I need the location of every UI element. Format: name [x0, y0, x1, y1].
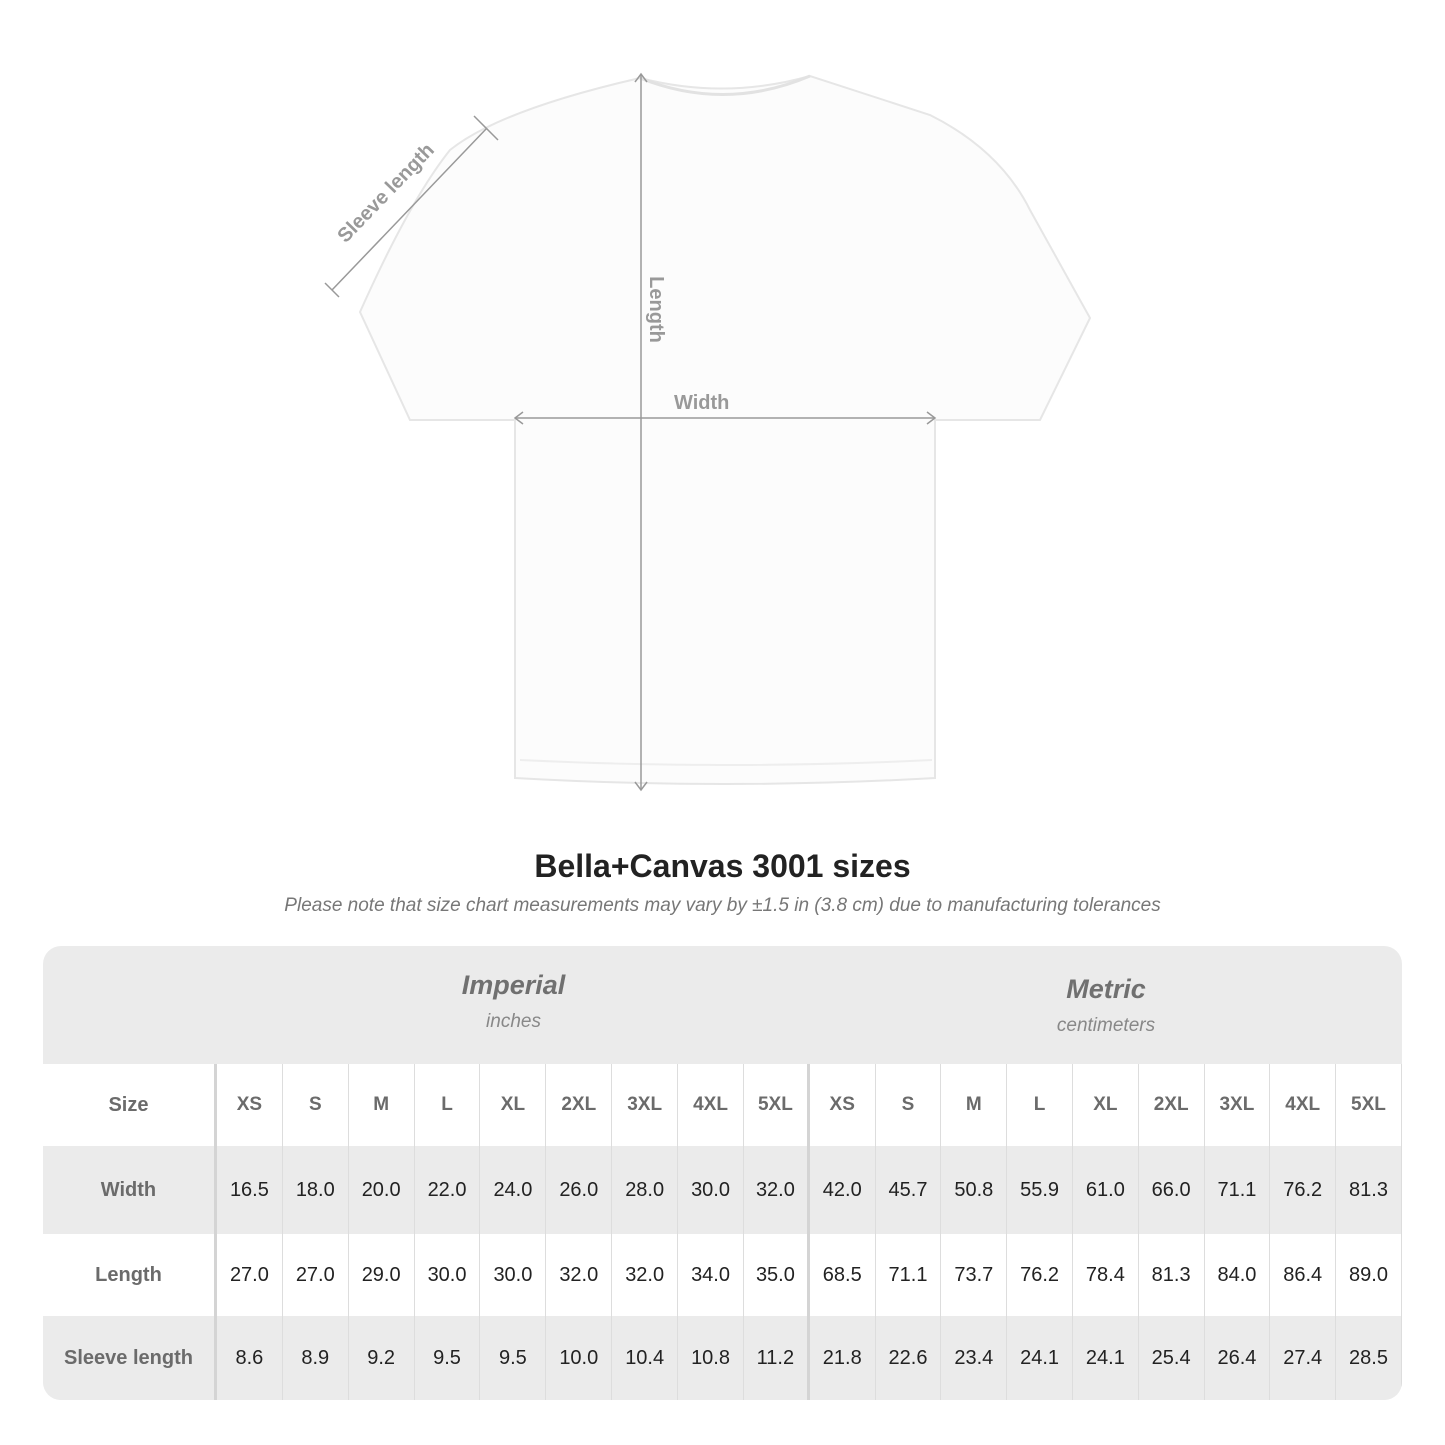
- tshirt-shape: [358, 74, 1092, 785]
- metric-value-5xl: 89.0: [1336, 1234, 1402, 1316]
- imperial-value-l: 9.5: [415, 1316, 481, 1400]
- metric-value-s: 22.6: [876, 1316, 942, 1400]
- imperial-size-5xl: 5XL: [744, 1064, 810, 1146]
- tshirt-diagram: [324, 72, 1092, 792]
- imperial-value-3xl: 28.0: [612, 1146, 679, 1234]
- tolerance-note: Please note that size chart measurements…: [284, 895, 1161, 916]
- imperial-size-4xl: 4XL: [678, 1064, 744, 1146]
- metric-size-xs: XS: [810, 1064, 876, 1146]
- metric-value-xs: 21.8: [810, 1316, 876, 1400]
- metric-value-5xl: 28.5: [1336, 1316, 1402, 1400]
- imperial-size-xl: XL: [480, 1064, 547, 1146]
- metric-value-xl: 24.1: [1073, 1316, 1139, 1400]
- imperial-value-xl: 30.0: [480, 1234, 547, 1316]
- metric-size-m: M: [941, 1064, 1008, 1146]
- chart-title: Bella+Canvas 3001 sizes: [534, 848, 911, 884]
- imperial-value-3xl: 10.4: [612, 1316, 679, 1400]
- metric-size-4xl: 4XL: [1270, 1064, 1337, 1146]
- imperial-size-m: M: [349, 1064, 415, 1146]
- imperial-value-4xl: 30.0: [678, 1146, 744, 1234]
- metric-value-5xl: 81.3: [1336, 1146, 1402, 1234]
- imperial-value-s: 8.9: [283, 1316, 349, 1400]
- metric-value-l: 55.9: [1007, 1146, 1073, 1234]
- metric-value-2xl: 81.3: [1139, 1234, 1205, 1316]
- imperial-value-4xl: 34.0: [678, 1234, 744, 1316]
- imperial-value-3xl: 32.0: [612, 1234, 679, 1316]
- width-arrow: [513, 411, 937, 425]
- metric-value-3xl: 84.0: [1205, 1234, 1271, 1316]
- metric-size-s: S: [876, 1064, 942, 1146]
- metric-value-2xl: 25.4: [1139, 1316, 1205, 1400]
- metric-value-m: 50.8: [941, 1146, 1008, 1234]
- imperial-size-l: L: [415, 1064, 481, 1146]
- imperial-size-s: S: [283, 1064, 349, 1146]
- imperial-header: Imperial inches: [217, 946, 810, 1033]
- metric-value-m: 23.4: [941, 1316, 1008, 1400]
- imperial-heading: Imperial: [461, 970, 566, 1000]
- imperial-value-xs: 8.6: [217, 1316, 283, 1400]
- width-label: Width: [674, 392, 730, 414]
- row-label: Width: [43, 1146, 217, 1234]
- metric-size-xl: XL: [1073, 1064, 1139, 1146]
- size-table: Imperial inches Metric centimeters Size X…: [43, 946, 1402, 1400]
- size-label: Size: [43, 1064, 217, 1146]
- size-header-row: Size XS S M L XL 2XL 3XL 4XL 5XL XS S M L XL 2XL 3XL 4XL 5…: [43, 1064, 1402, 1146]
- metric-size-2xl: 2XL: [1139, 1064, 1205, 1146]
- imperial-value-xs: 16.5: [217, 1146, 283, 1234]
- imperial-value-2xl: 10.0: [546, 1316, 613, 1400]
- imperial-value-xs: 27.0: [217, 1234, 283, 1316]
- length-label: Length: [644, 276, 667, 343]
- imperial-value-m: 9.2: [349, 1316, 415, 1400]
- metric-value-l: 24.1: [1007, 1316, 1073, 1400]
- imperial-size-2xl: 2XL: [546, 1064, 613, 1146]
- row-label: Length: [43, 1234, 217, 1316]
- imperial-value-m: 20.0: [349, 1146, 415, 1234]
- metric-heading: Metric: [1066, 974, 1146, 1004]
- metric-value-m: 73.7: [941, 1234, 1008, 1316]
- metric-value-s: 45.7: [876, 1146, 942, 1234]
- imperial-value-s: 27.0: [283, 1234, 349, 1316]
- metric-value-l: 76.2: [1007, 1234, 1073, 1316]
- imperial-value-5xl: 32.0: [744, 1146, 810, 1234]
- imperial-value-5xl: 11.2: [744, 1316, 810, 1400]
- metric-value-4xl: 76.2: [1270, 1146, 1337, 1234]
- metric-size-3xl: 3XL: [1205, 1064, 1271, 1146]
- metric-value-3xl: 71.1: [1205, 1146, 1271, 1234]
- table-row: Width 16.5 18.0 20.0 22.0 24.0 26.0 28.0 30.0 32.…: [43, 1146, 1402, 1234]
- imperial-value-l: 22.0: [415, 1146, 481, 1234]
- metric-unit: centimeters: [1056, 1015, 1156, 1036]
- metric-value-xl: 61.0: [1073, 1146, 1139, 1234]
- imperial-value-xl: 24.0: [480, 1146, 547, 1234]
- imperial-unit: inches: [486, 1011, 541, 1032]
- row-label: Sleeve length: [43, 1316, 217, 1400]
- imperial-value-5xl: 35.0: [744, 1234, 810, 1316]
- imperial-value-4xl: 10.8: [678, 1316, 744, 1400]
- metric-value-xl: 78.4: [1073, 1234, 1139, 1316]
- imperial-value-2xl: 32.0: [546, 1234, 613, 1316]
- metric-value-3xl: 26.4: [1205, 1316, 1271, 1400]
- metric-header: Metric centimeters: [810, 950, 1402, 1037]
- imperial-size-3xl: 3XL: [612, 1064, 679, 1146]
- imperial-value-xl: 9.5: [480, 1316, 547, 1400]
- table-row: Sleeve length 8.6 8.9 9.2 9.5 9.5 10.0 10.4 10.8…: [43, 1316, 1402, 1400]
- metric-size-5xl: 5XL: [1336, 1064, 1402, 1146]
- imperial-value-l: 30.0: [415, 1234, 481, 1316]
- length-arrow: [634, 72, 648, 792]
- imperial-value-m: 29.0: [349, 1234, 415, 1316]
- metric-value-2xl: 66.0: [1139, 1146, 1205, 1234]
- metric-value-xs: 68.5: [810, 1234, 876, 1316]
- metric-value-4xl: 86.4: [1270, 1234, 1337, 1316]
- metric-value-s: 71.1: [876, 1234, 942, 1316]
- table-row: Length 27.0 27.0 29.0 30.0 30.0 32.0 32.0 34.0 35…: [43, 1234, 1402, 1316]
- imperial-value-2xl: 26.0: [546, 1146, 613, 1234]
- imperial-value-s: 18.0: [283, 1146, 349, 1234]
- metric-value-xs: 42.0: [810, 1146, 876, 1234]
- metric-value-4xl: 27.4: [1270, 1316, 1337, 1400]
- sleeve-length-arrow: [324, 115, 499, 298]
- metric-size-l: L: [1007, 1064, 1073, 1146]
- imperial-size-xs: XS: [217, 1064, 283, 1146]
